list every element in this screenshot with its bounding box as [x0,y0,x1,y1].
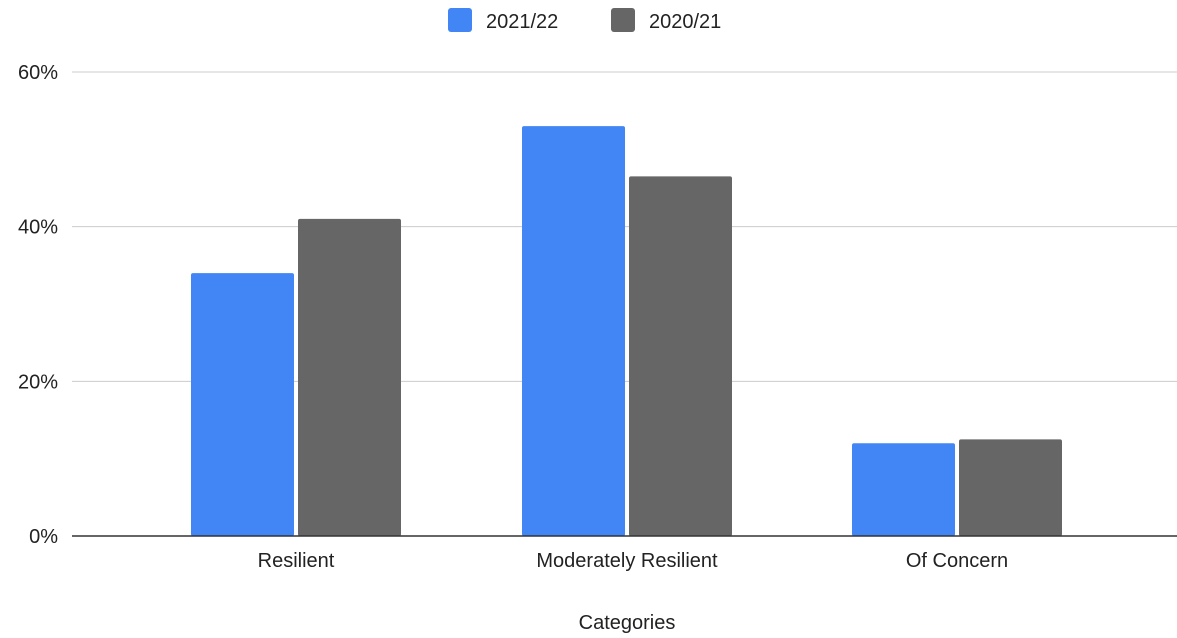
bar-2021-22-of-concern [852,443,955,536]
y-tick-label: 40% [18,217,58,239]
x-axis-labels: Resilient Moderately Resilient Of Concern [258,550,1008,572]
legend-label: 2021/22 [486,11,558,33]
y-tick-label: 0% [29,526,58,548]
x-tick-label: Moderately Resilient [536,550,718,572]
y-tick-label: 20% [18,371,58,393]
bar-2020-21-resilient [298,218,401,536]
legend-label: 2020/21 [649,11,721,33]
bar-2020-21-of-concern [959,439,1062,536]
bars [191,126,1062,536]
bar-2021-22-moderately-resilient [522,126,625,536]
legend-swatch [448,8,472,32]
bar-2020-21-moderately-resilient [629,176,732,536]
x-tick-label: Of Concern [906,550,1008,572]
bar-2021-22-resilient [191,273,294,536]
x-tick-label: Resilient [258,550,335,572]
y-axis-ticks: 0% 20% 40% 60% [18,62,58,548]
legend-swatch [611,8,635,32]
x-axis-title: Categories [579,612,676,634]
y-tick-label: 60% [18,62,58,84]
legend: 2021/22 2020/21 [448,8,721,33]
